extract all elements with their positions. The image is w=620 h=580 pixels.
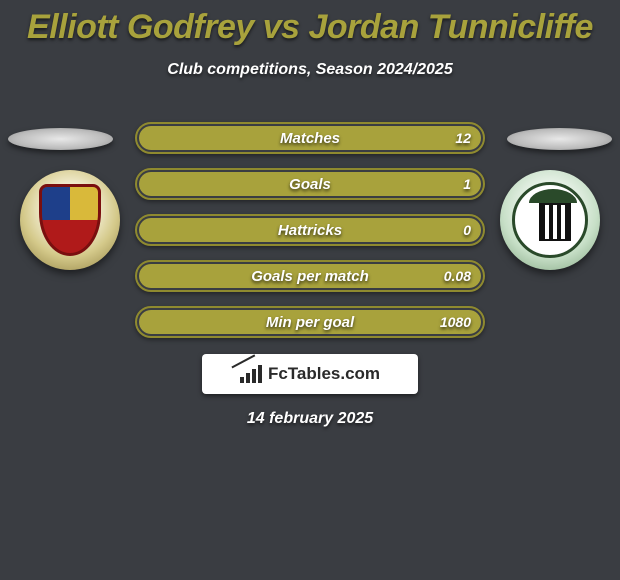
player-left-crest bbox=[20, 170, 120, 270]
stat-label: Hattricks bbox=[137, 222, 483, 239]
crest-shield-icon bbox=[39, 184, 101, 256]
stat-right-value: 0 bbox=[463, 222, 471, 238]
player-right-crest bbox=[500, 170, 600, 270]
stat-row-goals-per-match: Goals per match 0.08 bbox=[135, 260, 485, 292]
player-left-ellipse bbox=[8, 128, 113, 150]
stat-right-value: 12 bbox=[455, 130, 471, 146]
player-right-ellipse bbox=[507, 128, 612, 150]
stat-row-hattricks: Hattricks 0 bbox=[135, 214, 485, 246]
stat-right-value: 0.08 bbox=[444, 268, 471, 284]
page-title: Elliott Godfrey vs Jordan Tunnicliffe bbox=[0, 0, 620, 47]
stat-label: Goals bbox=[137, 176, 483, 193]
brand-text: FcTables.com bbox=[268, 364, 380, 384]
stat-label: Min per goal bbox=[137, 314, 483, 331]
stat-label: Goals per match bbox=[137, 268, 483, 285]
brand-box: FcTables.com bbox=[202, 354, 418, 394]
date-text: 14 february 2025 bbox=[0, 410, 620, 428]
stat-row-matches: Matches 12 bbox=[135, 122, 485, 154]
stat-label: Matches bbox=[137, 130, 483, 147]
subtitle: Club competitions, Season 2024/2025 bbox=[0, 61, 620, 79]
crest-badge-icon bbox=[512, 182, 588, 258]
barchart-icon bbox=[240, 365, 262, 383]
stat-row-min-per-goal: Min per goal 1080 bbox=[135, 306, 485, 338]
stat-row-goals: Goals 1 bbox=[135, 168, 485, 200]
stat-right-value: 1 bbox=[463, 176, 471, 192]
stat-right-value: 1080 bbox=[440, 314, 471, 330]
stats-container: Matches 12 Goals 1 Hattricks 0 Goals per… bbox=[135, 122, 485, 352]
